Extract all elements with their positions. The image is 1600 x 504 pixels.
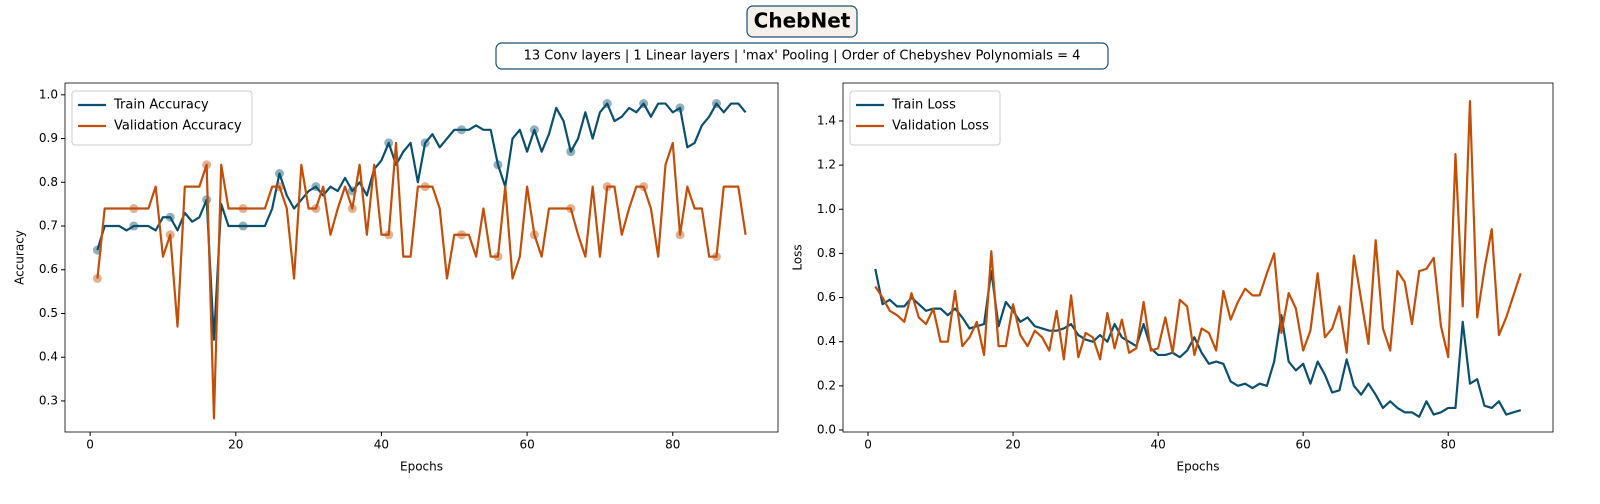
figure-title: ChebNet [754, 9, 851, 33]
y-tick-label: 1.4 [817, 113, 836, 127]
y-axis-label: Accuracy [13, 230, 27, 285]
series-marker [602, 182, 612, 192]
x-tick-label: 80 [665, 438, 680, 452]
y-tick-label: 0.2 [817, 378, 836, 392]
y-tick-label: 0.8 [817, 246, 836, 260]
series-marker [711, 99, 721, 109]
x-axis-label: Epochs [1177, 460, 1220, 474]
series-marker [165, 230, 175, 240]
y-tick-label: 1.0 [817, 202, 836, 216]
y-tick-label: 0.0 [817, 423, 836, 437]
series-marker [566, 204, 576, 214]
series-marker [602, 99, 612, 109]
legend-box [849, 90, 1001, 146]
y-tick-label: 0.5 [39, 306, 58, 320]
series-marker [238, 221, 248, 231]
series-marker [457, 230, 467, 240]
series-marker [420, 182, 430, 192]
series-marker [675, 103, 685, 113]
legend-label: Validation Accuracy [114, 119, 242, 134]
series-marker [274, 182, 284, 192]
series-marker [311, 204, 321, 214]
subtitle-box [495, 42, 1109, 70]
legend-label: Train Accuracy [113, 98, 209, 113]
series-marker [165, 212, 175, 222]
series-marker [384, 230, 394, 240]
series-marker [529, 230, 539, 240]
legend-label: Validation Loss [892, 119, 989, 134]
series-marker [711, 252, 721, 262]
x-tick-label: 60 [1296, 438, 1311, 452]
series-marker [675, 230, 685, 240]
y-tick-label: 0.4 [39, 350, 58, 364]
series-marker [639, 99, 649, 109]
series-marker [493, 252, 503, 262]
y-tick-label: 0.9 [39, 131, 58, 145]
series-marker [566, 147, 576, 157]
figure-subtitle: 13 Conv layers | 1 Linear layers | 'max'… [524, 49, 1081, 64]
series-marker [92, 273, 102, 283]
y-tick-label: 0.3 [39, 393, 58, 407]
series-marker [311, 182, 321, 192]
x-tick-label: 40 [1150, 438, 1165, 452]
series-marker [202, 160, 212, 170]
x-tick-label: 80 [1441, 438, 1456, 452]
legend-label: Train Loss [891, 98, 956, 113]
series-line [874, 100, 1522, 361]
y-tick-label: 0.8 [39, 175, 58, 189]
series-marker [274, 169, 284, 179]
x-tick-label: 0 [86, 438, 94, 452]
y-tick-label: 1.2 [817, 158, 836, 172]
series-line [96, 141, 747, 420]
series-marker [420, 138, 430, 148]
series-marker [129, 221, 139, 231]
y-tick-label: 0.6 [39, 262, 58, 276]
legend-box [71, 90, 253, 146]
y-axis-label: Loss [791, 244, 805, 270]
series-marker [347, 204, 357, 214]
series-marker [529, 125, 539, 135]
series-line [96, 102, 747, 341]
series-marker [457, 125, 467, 135]
x-tick-label: 60 [519, 438, 534, 452]
x-tick-label: 20 [1005, 438, 1020, 452]
y-tick-label: 0.4 [817, 334, 836, 348]
series-marker [384, 138, 394, 148]
x-tick-label: 20 [228, 438, 243, 452]
series-marker [129, 204, 139, 214]
x-tick-label: 40 [374, 438, 389, 452]
series-marker [639, 182, 649, 192]
series-marker [493, 160, 503, 170]
series-marker [238, 204, 248, 214]
x-axis-label: Epochs [400, 460, 443, 474]
x-tick-label: 0 [864, 438, 872, 452]
title-box [746, 5, 858, 38]
y-tick-label: 1.0 [39, 87, 58, 101]
y-tick-label: 0.7 [39, 219, 58, 233]
y-tick-label: 0.6 [817, 290, 836, 304]
